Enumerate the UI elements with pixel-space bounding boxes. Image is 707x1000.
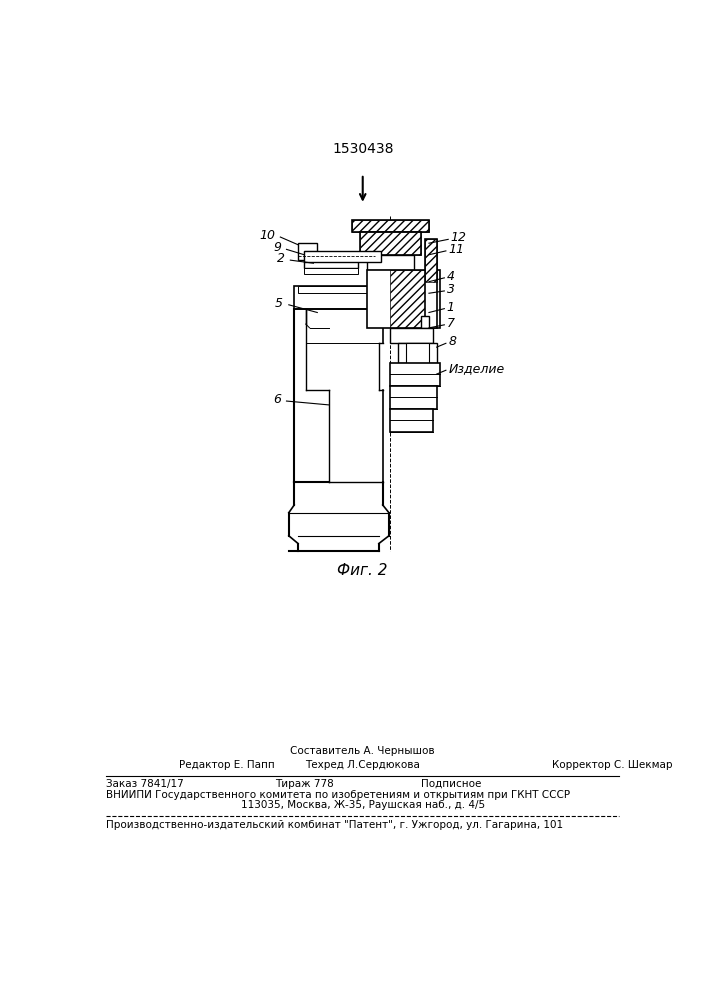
- Text: Фиг. 2: Фиг. 2: [337, 563, 388, 578]
- Text: 113035, Москва, Ж-35, Раушская наб., д. 4/5: 113035, Москва, Ж-35, Раушская наб., д. …: [240, 800, 485, 810]
- Text: 3: 3: [447, 283, 455, 296]
- Text: 8: 8: [448, 335, 456, 348]
- Text: 1530438: 1530438: [332, 142, 394, 156]
- Text: 1: 1: [447, 301, 455, 314]
- Text: 2: 2: [277, 252, 285, 265]
- Bar: [425, 239, 437, 328]
- Bar: [406, 343, 429, 405]
- Bar: [398, 343, 437, 363]
- Bar: [304, 260, 358, 268]
- Text: Составитель А. Чернышов: Составитель А. Чернышов: [291, 746, 435, 756]
- Text: 4: 4: [447, 270, 455, 283]
- Text: ВНИИПИ Государственного комитета по изобретениям и открытиям при ГКНТ СССР: ВНИИПИ Государственного комитета по изоб…: [105, 790, 570, 800]
- Text: 7: 7: [447, 317, 455, 330]
- Bar: [390, 363, 440, 386]
- Bar: [298, 286, 379, 293]
- Text: Производственно-издательский комбинат "Патент", г. Ужгород, ул. Гагарина, 101: Производственно-издательский комбинат "П…: [105, 820, 563, 830]
- Bar: [390, 270, 433, 328]
- Bar: [352, 220, 429, 232]
- Text: Техред Л.Сердюкова: Техред Л.Сердюкова: [305, 760, 420, 770]
- Bar: [421, 316, 429, 328]
- Bar: [298, 243, 317, 260]
- Text: Изделие: Изделие: [448, 362, 504, 375]
- Text: 5: 5: [274, 297, 283, 310]
- Bar: [368, 255, 414, 270]
- Bar: [368, 270, 440, 328]
- Bar: [304, 251, 381, 262]
- Bar: [425, 239, 437, 282]
- Text: 9: 9: [273, 241, 281, 254]
- Text: Тираж 778: Тираж 778: [275, 779, 334, 789]
- Text: 6: 6: [273, 393, 281, 406]
- Text: Корректор С. Шекмар: Корректор С. Шекмар: [552, 760, 672, 770]
- Bar: [304, 251, 318, 260]
- Text: 11: 11: [448, 243, 464, 256]
- Bar: [360, 232, 421, 255]
- Text: 12: 12: [450, 231, 467, 244]
- Bar: [304, 268, 358, 274]
- Bar: [352, 220, 429, 232]
- Bar: [360, 232, 421, 255]
- Bar: [294, 286, 382, 309]
- Text: Редактор Е. Папп: Редактор Е. Папп: [179, 760, 274, 770]
- Text: Подписное: Подписное: [421, 779, 481, 789]
- Bar: [390, 386, 437, 409]
- Bar: [390, 328, 433, 343]
- Text: 10: 10: [259, 229, 275, 242]
- Text: Заказ 7841/17: Заказ 7841/17: [105, 779, 183, 789]
- Bar: [390, 409, 433, 432]
